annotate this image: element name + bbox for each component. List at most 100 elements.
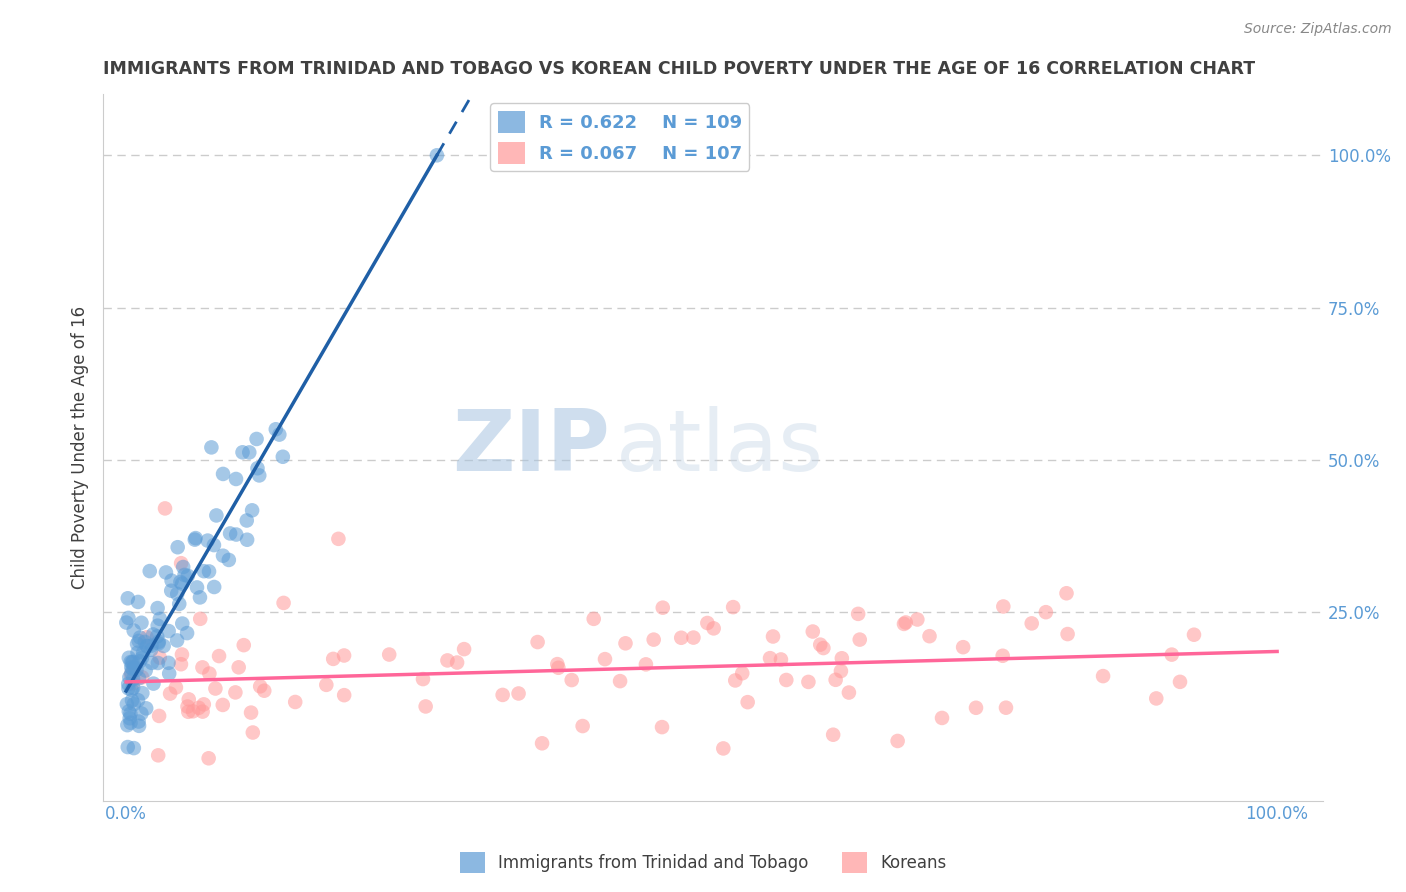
Point [228, 660, 250, 674]
Point [1160, 648, 1182, 662]
Point [531, 736, 554, 750]
Point [269, 427, 291, 442]
Point [160, 583, 183, 598]
Point [122, 672, 145, 686]
Point [831, 651, 853, 665]
Point [142, 627, 165, 641]
Point [131, 706, 153, 721]
Point [184, 531, 207, 545]
Point [121, 656, 143, 670]
Point [122, 655, 145, 669]
Point [671, 631, 693, 645]
Point [170, 657, 193, 672]
Point [120, 706, 142, 721]
Point [212, 549, 235, 563]
Point [142, 676, 165, 690]
Point [181, 704, 204, 718]
Point [775, 673, 797, 687]
Point [436, 653, 458, 667]
Point [136, 639, 159, 653]
Point [762, 630, 785, 644]
Point [571, 719, 593, 733]
Point [245, 432, 267, 446]
Point [117, 611, 139, 625]
Point [232, 638, 254, 652]
Point [135, 701, 157, 715]
Point [159, 687, 181, 701]
Point [118, 650, 141, 665]
Point [801, 624, 824, 639]
Point [120, 668, 142, 682]
Point [247, 468, 270, 483]
Point [169, 574, 191, 589]
Point [225, 472, 247, 486]
Point [724, 673, 747, 688]
Point [1182, 628, 1205, 642]
Point [127, 646, 149, 660]
Point [131, 670, 153, 684]
Point [1144, 691, 1167, 706]
Point [838, 685, 860, 699]
Point [235, 514, 257, 528]
Point [176, 626, 198, 640]
Point [166, 587, 188, 601]
Point [157, 656, 180, 670]
Point [187, 701, 209, 715]
Point [117, 681, 139, 696]
Text: ZIP: ZIP [451, 406, 609, 489]
Point [129, 631, 152, 645]
Point [131, 686, 153, 700]
Point [703, 621, 725, 635]
Point [117, 739, 139, 754]
Point [526, 635, 548, 649]
Point [412, 672, 434, 686]
Point [219, 526, 242, 541]
Point [148, 709, 170, 723]
Point [1035, 605, 1057, 619]
Point [721, 600, 744, 615]
Point [191, 705, 214, 719]
Point [561, 673, 583, 687]
Point [894, 615, 917, 630]
Point [231, 445, 253, 459]
Point [197, 533, 219, 548]
Point [609, 674, 631, 689]
Point [146, 656, 169, 670]
Point [148, 748, 170, 763]
Point [177, 705, 200, 719]
Point [682, 631, 704, 645]
Point [965, 700, 987, 714]
Point [132, 646, 155, 660]
Point [135, 630, 157, 644]
Point [172, 560, 194, 574]
Point [242, 725, 264, 739]
Point [284, 695, 307, 709]
Point [121, 683, 143, 698]
Point [148, 636, 170, 650]
Point [118, 670, 141, 684]
Point [1056, 627, 1078, 641]
Point [204, 681, 226, 696]
Point [157, 624, 180, 638]
Point [117, 677, 139, 691]
Point [139, 564, 162, 578]
Point [931, 711, 953, 725]
Point [122, 697, 145, 711]
Point [118, 704, 141, 718]
Point [134, 635, 156, 649]
Point [546, 657, 568, 672]
Point [271, 450, 294, 464]
Point [651, 600, 673, 615]
Point [176, 699, 198, 714]
Point [797, 674, 820, 689]
Text: Source: ZipAtlas.com: Source: ZipAtlas.com [1244, 22, 1392, 37]
Point [115, 615, 138, 630]
Point [224, 685, 246, 699]
Point [333, 648, 356, 663]
Point [205, 508, 228, 523]
Point [886, 734, 908, 748]
Point [848, 632, 870, 647]
Point [651, 720, 673, 734]
Point [146, 618, 169, 632]
Point [122, 681, 145, 695]
